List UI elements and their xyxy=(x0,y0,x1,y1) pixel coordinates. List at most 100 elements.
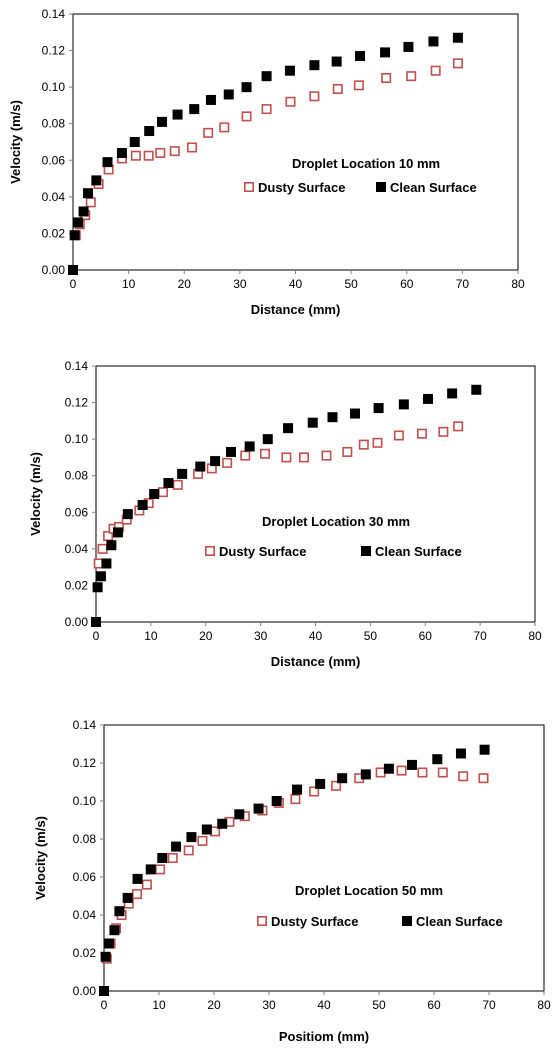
y-tick-label: 0.10 xyxy=(73,794,97,808)
legend-marker xyxy=(376,182,386,192)
y-tick-label: 0.14 xyxy=(65,359,89,373)
clean-point xyxy=(223,89,234,100)
clean-point xyxy=(144,126,155,137)
clean-point xyxy=(355,51,366,62)
clean-point xyxy=(398,399,409,410)
clean-point xyxy=(103,938,114,949)
dusty-point xyxy=(97,543,108,554)
clean-point xyxy=(217,818,228,829)
clean-point xyxy=(157,116,167,127)
y-tick-label: 0.02 xyxy=(65,578,89,592)
clean-point xyxy=(149,489,160,499)
dusty-point xyxy=(372,437,383,448)
y-tick-label: 0.06 xyxy=(65,505,89,519)
x-axis-title: Distance (mm) xyxy=(271,654,361,669)
dusty-point xyxy=(141,879,152,890)
x-tick-label: 10 xyxy=(152,998,166,1012)
clean-point xyxy=(205,94,216,105)
clean-point xyxy=(99,986,109,996)
clean-point xyxy=(68,265,78,275)
clean-point xyxy=(189,104,200,115)
clean-point xyxy=(171,841,182,852)
y-tick-label: 0.08 xyxy=(73,832,97,846)
clean-point xyxy=(327,412,338,423)
y-tick-label: 0.00 xyxy=(42,263,66,277)
y-tick-label: 0.12 xyxy=(65,396,89,410)
y-tick-label: 0.02 xyxy=(42,226,66,240)
dusty-point xyxy=(222,457,233,468)
legend-label: Clean Surface xyxy=(416,914,503,929)
dusty-point xyxy=(203,127,214,138)
dusty-point xyxy=(430,65,441,76)
clean-point xyxy=(122,892,133,903)
y-axis-title: Velocity (m/s) xyxy=(8,100,23,184)
dusty-point xyxy=(167,853,178,864)
clean-point xyxy=(380,47,391,58)
dusty-point xyxy=(155,147,166,158)
dusty-point xyxy=(396,765,407,776)
dusty-point xyxy=(406,71,417,82)
dusty-point xyxy=(155,864,166,875)
y-tick-label: 0.00 xyxy=(73,984,97,998)
x-tick-label: 0 xyxy=(93,629,100,643)
clean-point xyxy=(122,509,133,520)
x-tick-label: 30 xyxy=(254,629,268,643)
y-tick-label: 0.14 xyxy=(42,7,66,21)
x-tick-label: 50 xyxy=(344,277,358,291)
x-tick-label: 30 xyxy=(262,998,276,1012)
legend-label: Clean Surface xyxy=(375,544,462,559)
y-tick-label: 0.08 xyxy=(42,117,66,131)
x-tick-label: 20 xyxy=(207,998,221,1012)
x-tick-label: 80 xyxy=(528,629,542,643)
x-tick-label: 60 xyxy=(400,277,414,291)
clean-point xyxy=(350,408,361,419)
dusty-point xyxy=(478,773,489,784)
dusty-point xyxy=(132,889,143,900)
clean-point xyxy=(284,65,295,76)
clean-point xyxy=(78,206,89,217)
dusty-point xyxy=(437,767,448,778)
dusty-point xyxy=(342,446,353,457)
clean-point xyxy=(73,217,84,228)
clean-point xyxy=(307,417,318,428)
legend-label: Dusty Surface xyxy=(258,180,345,195)
dusty-point xyxy=(197,835,208,846)
dusty-point xyxy=(172,479,183,490)
clean-point xyxy=(447,388,458,399)
dusty-point xyxy=(130,150,141,161)
x-tick-label: 70 xyxy=(482,998,496,1012)
chart-annotation: Droplet Location 50 mm xyxy=(295,883,443,898)
x-tick-label: 30 xyxy=(233,277,247,291)
legend-label: Dusty Surface xyxy=(219,544,306,559)
clean-point xyxy=(331,56,342,67)
y-tick-label: 0.10 xyxy=(65,432,89,446)
legend-marker xyxy=(256,916,267,927)
y-tick-label: 0.04 xyxy=(73,908,97,922)
clean-point xyxy=(132,873,143,884)
legend-marker xyxy=(205,546,216,557)
clean-point xyxy=(69,230,80,241)
clean-point xyxy=(271,796,282,806)
dusty-point xyxy=(219,122,230,133)
clean-point xyxy=(172,109,183,120)
y-axis-title: Velocity (m/s) xyxy=(33,816,48,900)
chart-annotation: Droplet Location 30 mm xyxy=(262,514,410,529)
clean-point xyxy=(261,71,272,82)
clean-point xyxy=(109,925,120,936)
clean-point xyxy=(292,784,303,795)
clean-point xyxy=(157,853,168,863)
dusty-point xyxy=(290,794,301,805)
y-axis-title: Velocity (m/s) xyxy=(28,452,43,536)
dusty-point xyxy=(417,767,428,778)
chart-panel-2: 0 10 20 30 40 50 60 70 80 0.00 0.02 0.04 0.06 0.08 0.1… xyxy=(28,359,542,669)
x-axis-title: Positiom (mm) xyxy=(279,1029,369,1044)
clean-point xyxy=(83,188,94,199)
clean-point xyxy=(309,60,320,71)
dusty-point xyxy=(416,428,427,439)
dusty-point xyxy=(458,771,469,782)
x-tick-label: 70 xyxy=(456,277,470,291)
clean-point xyxy=(373,403,384,414)
x-tick-label: 50 xyxy=(364,629,378,643)
dusty-point xyxy=(241,111,252,122)
clean-point xyxy=(102,157,113,168)
